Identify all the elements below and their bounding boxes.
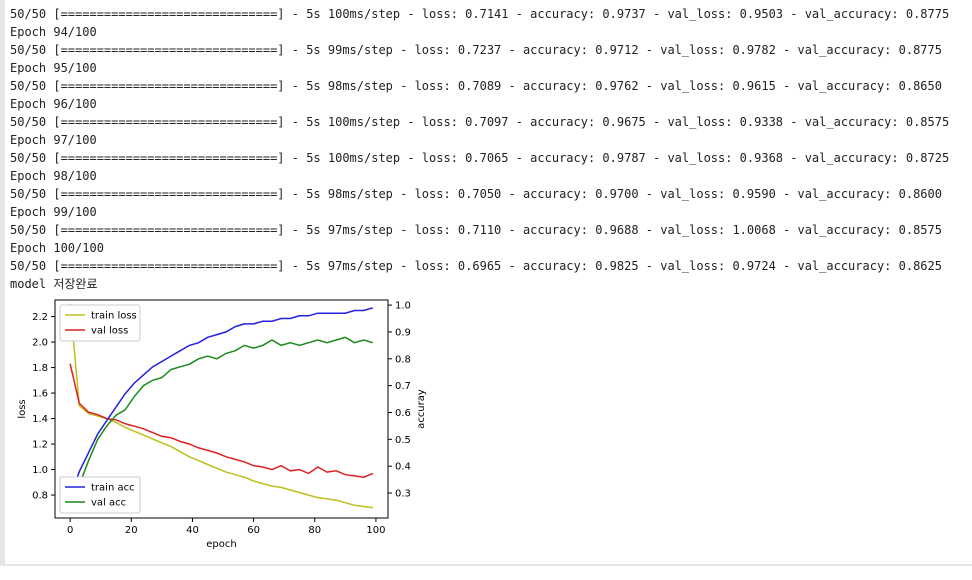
series-line bbox=[69, 336, 374, 499]
y2-tick-label: 0.7 bbox=[395, 381, 411, 392]
y-axis-label: loss bbox=[17, 399, 28, 418]
y-tick-label: 2.2 bbox=[32, 312, 48, 323]
x-tick-label: 0 bbox=[67, 525, 73, 536]
log-line: Epoch 95/100 bbox=[10, 61, 97, 75]
y2-tick-label: 0.9 bbox=[395, 327, 411, 338]
x-axis-label: epoch bbox=[206, 539, 236, 550]
y-tick-label: 0.8 bbox=[32, 491, 48, 502]
log-line: 50/50 [==============================] -… bbox=[10, 43, 942, 57]
log-line: Epoch 96/100 bbox=[10, 97, 97, 111]
y2-tick-label: 0.8 bbox=[395, 354, 411, 365]
log-line: 50/50 [==============================] -… bbox=[10, 115, 950, 129]
x-tick-label: 60 bbox=[247, 525, 260, 536]
y-tick-label: 1.6 bbox=[32, 389, 48, 400]
y-tick-label: 1.0 bbox=[32, 465, 48, 476]
x-tick-label: 100 bbox=[366, 525, 385, 536]
log-line: Epoch 98/100 bbox=[10, 169, 97, 183]
log-line: 50/50 [==============================] -… bbox=[10, 151, 950, 165]
y2-axis-label: accuray bbox=[416, 389, 427, 429]
log-line: 50/50 [==============================] -… bbox=[10, 79, 942, 93]
log-line: 50/50 [==============================] -… bbox=[10, 223, 942, 237]
y-tick-label: 1.8 bbox=[32, 363, 48, 374]
x-tick-label: 40 bbox=[186, 525, 199, 536]
chart: 0 20 40 60 80 100 0.8 1.0 1.2 1.4 1.6 1.8 2.0 2.2 0.3 0… bbox=[17, 299, 427, 550]
legend-label: val acc bbox=[91, 498, 126, 509]
log-line: Epoch 97/100 bbox=[10, 133, 97, 147]
log-line: model 저장완료 bbox=[10, 277, 98, 291]
log-line: 50/50 [==============================] -… bbox=[10, 187, 942, 201]
log-line: Epoch 99/100 bbox=[10, 205, 97, 219]
plot-frame bbox=[54, 299, 389, 519]
log-line: 50/50 [==============================] -… bbox=[10, 7, 950, 21]
legend-label: val loss bbox=[91, 326, 128, 337]
log-line: 50/50 [==============================] -… bbox=[10, 259, 942, 273]
log: 50/50 [==============================] -… bbox=[10, 5, 949, 293]
y-tick-label: 1.2 bbox=[32, 440, 48, 451]
y2-tick-label: 0.3 bbox=[395, 489, 411, 500]
legend-label: train loss bbox=[91, 311, 137, 322]
log-line: Epoch 94/100 bbox=[10, 25, 97, 39]
divider bbox=[0, 564, 972, 566]
series-line bbox=[69, 303, 374, 509]
y-tick-label: 2.0 bbox=[32, 338, 48, 349]
legend-box bbox=[59, 304, 141, 342]
x-tick-label: 80 bbox=[308, 525, 321, 536]
y-tick-label: 1.4 bbox=[32, 414, 48, 425]
y2-tick-label: 0.4 bbox=[395, 462, 411, 473]
series-line bbox=[69, 307, 374, 499]
legend-box bbox=[59, 476, 141, 514]
y2-tick-label: 0.5 bbox=[395, 435, 411, 446]
y2-tick-label: 1.0 bbox=[395, 301, 411, 312]
log-line: Epoch 100/100 bbox=[10, 241, 104, 255]
series-line bbox=[69, 363, 374, 478]
legend-label: train acc bbox=[91, 483, 135, 494]
x-tick-label: 20 bbox=[125, 525, 138, 536]
gutter bbox=[0, 0, 5, 566]
y2-tick-label: 0.6 bbox=[395, 408, 411, 419]
